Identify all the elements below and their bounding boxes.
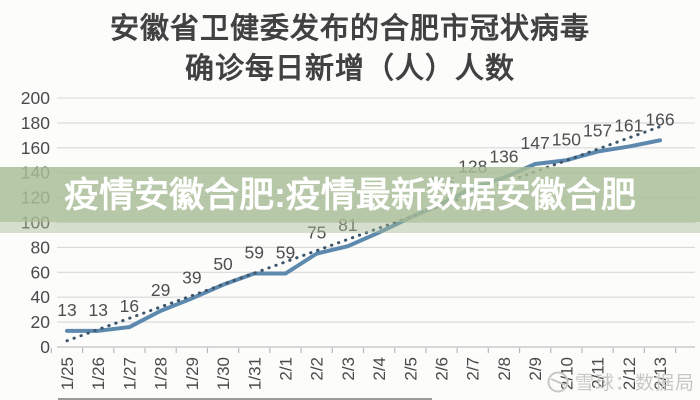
data-point-label: 16	[120, 296, 139, 316]
data-point-label: 59	[245, 243, 264, 263]
y-axis-tick-label: 180	[21, 113, 50, 133]
y-axis-tick-label: 80	[31, 237, 51, 257]
x-axis-category-label: 2/10	[557, 357, 576, 390]
snowball-logo-icon	[547, 371, 569, 392]
x-axis-category-label: 2/13	[651, 357, 670, 390]
x-axis-category-label: 1/26	[89, 357, 108, 390]
x-axis-category-label: 1/27	[120, 357, 139, 390]
headline-overlay-banner-lower-strip	[0, 222, 700, 233]
x-axis-category-label: 2/4	[370, 357, 389, 381]
data-point-label: 13	[88, 300, 107, 320]
watermark: 雪球：数据局	[546, 368, 695, 395]
headline-overlay-text: 疫情安徽合肥:疫情最新数据安徽合肥	[64, 176, 636, 215]
x-axis-category-label: 2/9	[526, 357, 545, 381]
photo-edge-artifact	[58, 398, 432, 400]
x-axis-category-label: 2/8	[495, 357, 514, 381]
y-axis-tick-label: 160	[21, 138, 50, 158]
x-axis-category-label: 2/7	[464, 357, 483, 381]
x-axis-category-label: 2/12	[620, 357, 639, 390]
data-point-label: 136	[489, 147, 518, 167]
x-axis-category-label: 1/30	[214, 357, 233, 390]
data-point-label: 161	[614, 116, 643, 136]
chart-title-line2: 确诊每日新增（人）人数	[184, 53, 515, 85]
x-axis-category-label: 2/3	[339, 357, 358, 381]
x-axis-category-label: 2/6	[433, 357, 452, 381]
x-axis-category-label: 1/29	[183, 357, 202, 390]
y-axis-tick-label: 20	[31, 312, 51, 332]
chart-title: 安徽省卫健委发布的合肥市冠状病毒 确诊每日新增（人）人数	[0, 9, 700, 89]
data-point-label: 147	[521, 133, 550, 153]
x-axis-category-label: 1/25	[58, 357, 77, 390]
y-axis-tick-label: 200	[21, 88, 50, 108]
data-point-label: 13	[57, 300, 76, 320]
data-point-label: 50	[213, 254, 233, 274]
x-axis-category-label: 2/5	[401, 357, 420, 381]
x-axis-category-label: 2/1	[276, 357, 295, 381]
y-axis-tick-label: 0	[40, 337, 50, 357]
x-axis-category-label: 1/31	[245, 357, 264, 390]
headline-overlay-banner: 疫情安徽合肥:疫情最新数据安徽合肥	[0, 167, 700, 222]
data-point-label: 150	[552, 129, 581, 149]
x-axis-category-label: 1/28	[152, 357, 171, 390]
trendline-dotted	[65, 125, 662, 343]
data-point-label: 39	[182, 267, 201, 287]
data-point-label: 59	[276, 243, 295, 263]
y-axis-tick-label: 60	[31, 262, 51, 282]
watermark-text: 雪球：数据局	[574, 373, 695, 394]
data-point-label: 75	[307, 223, 326, 243]
data-point-label: 157	[583, 121, 612, 141]
data-point-label: 166	[645, 109, 674, 129]
chart-title-line1: 安徽省卫健委发布的合肥市冠状病毒	[109, 13, 590, 45]
data-point-label: 29	[151, 280, 170, 300]
y-axis-tick-label: 40	[31, 287, 51, 307]
x-axis-category-label: 2/11	[589, 357, 608, 389]
x-axis-category-label: 2/2	[308, 357, 327, 381]
